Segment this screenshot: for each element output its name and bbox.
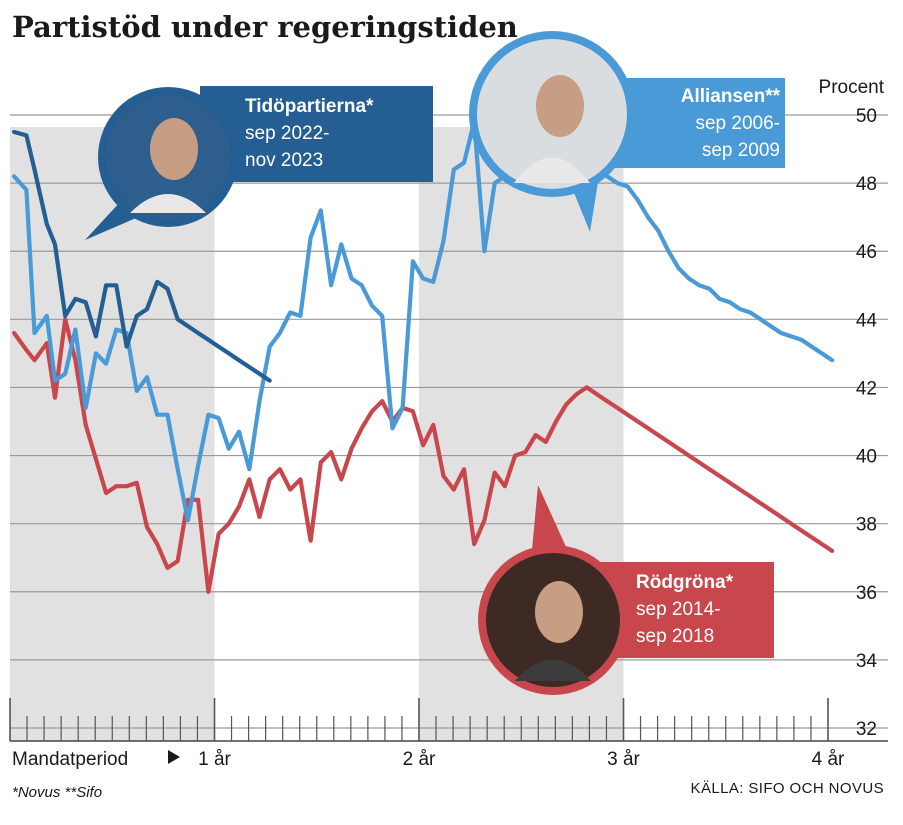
series-line-2 [12, 129, 272, 383]
callout-period-start: sep 2006- [695, 113, 780, 134]
callout-period-start: sep 2014- [636, 599, 721, 620]
gridlines [10, 114, 888, 729]
callout-box [200, 86, 433, 182]
callout: Alliansen** sep 2006- sep 2009 [469, 31, 785, 232]
y-tick-label: 48 [856, 174, 877, 195]
footnote: *Novus **Sifo [12, 784, 102, 801]
shaded-year-band [10, 127, 215, 741]
callout-period-end: sep 2009 [702, 140, 780, 161]
x-axis [9, 698, 888, 742]
x-axis-label: Mandatperiod [12, 749, 128, 770]
x-tick-label: 1 år [198, 749, 231, 770]
callout-pointer [532, 485, 572, 560]
y-tick-label: 42 [856, 378, 877, 399]
x-tick-label: 3 år [607, 749, 640, 770]
source-label: KÄLLA: SIFO OCH NOVUS [691, 780, 884, 797]
callout: Rödgröna* sep 2014- sep 2018 [478, 485, 774, 695]
callout-name: Alliansen** [681, 86, 781, 107]
x-tick-label: 4 år [812, 749, 845, 770]
y-tick-label: 32 [856, 719, 877, 740]
portrait-photo [477, 39, 627, 189]
y-tick-label: 38 [856, 515, 877, 536]
y-tick-label: 40 [856, 447, 877, 468]
y-tick-label: 36 [856, 583, 877, 604]
callout-period-start: sep 2022- [245, 123, 330, 144]
series-line-1 [12, 317, 835, 594]
chart-title: Partistöd under regeringstiden [12, 10, 518, 44]
portrait-face [536, 75, 584, 137]
y-tick-label: 34 [856, 651, 878, 672]
y-tick-label: 44 [856, 310, 878, 331]
portrait-photo [486, 553, 620, 687]
callout: Tidöpartierna* sep 2022- nov 2023 [85, 86, 433, 240]
portrait-shoulders [515, 659, 591, 681]
callout-period-end: sep 2018 [636, 626, 714, 647]
series-line-0 [12, 112, 835, 523]
chart-text: 32 34 36 38 40 42 44 46 48 50 1 år 2 år 3 år 4 år Mand… [12, 10, 885, 801]
y-tick-label: 46 [856, 242, 877, 263]
x-tick-label: 2 år [403, 749, 436, 770]
y-unit-label: Procent [819, 77, 885, 98]
callout-name: Tidöpartierna* [245, 96, 374, 117]
portrait-face [535, 581, 583, 643]
play-arrow-icon [168, 750, 180, 764]
callout-pointer [572, 182, 598, 232]
portrait-face [150, 118, 198, 180]
portrait-shoulders [130, 194, 206, 213]
y-tick-label: 50 [856, 106, 877, 127]
series-lines [12, 112, 835, 594]
portrait-shoulders [514, 157, 590, 183]
portrait-photo [106, 95, 230, 219]
callout-period-end: nov 2023 [245, 150, 323, 171]
callouts: Tidöpartierna* sep 2022- nov 2023 Alliansen… [85, 31, 785, 695]
callout-name: Rödgröna* [636, 572, 734, 593]
